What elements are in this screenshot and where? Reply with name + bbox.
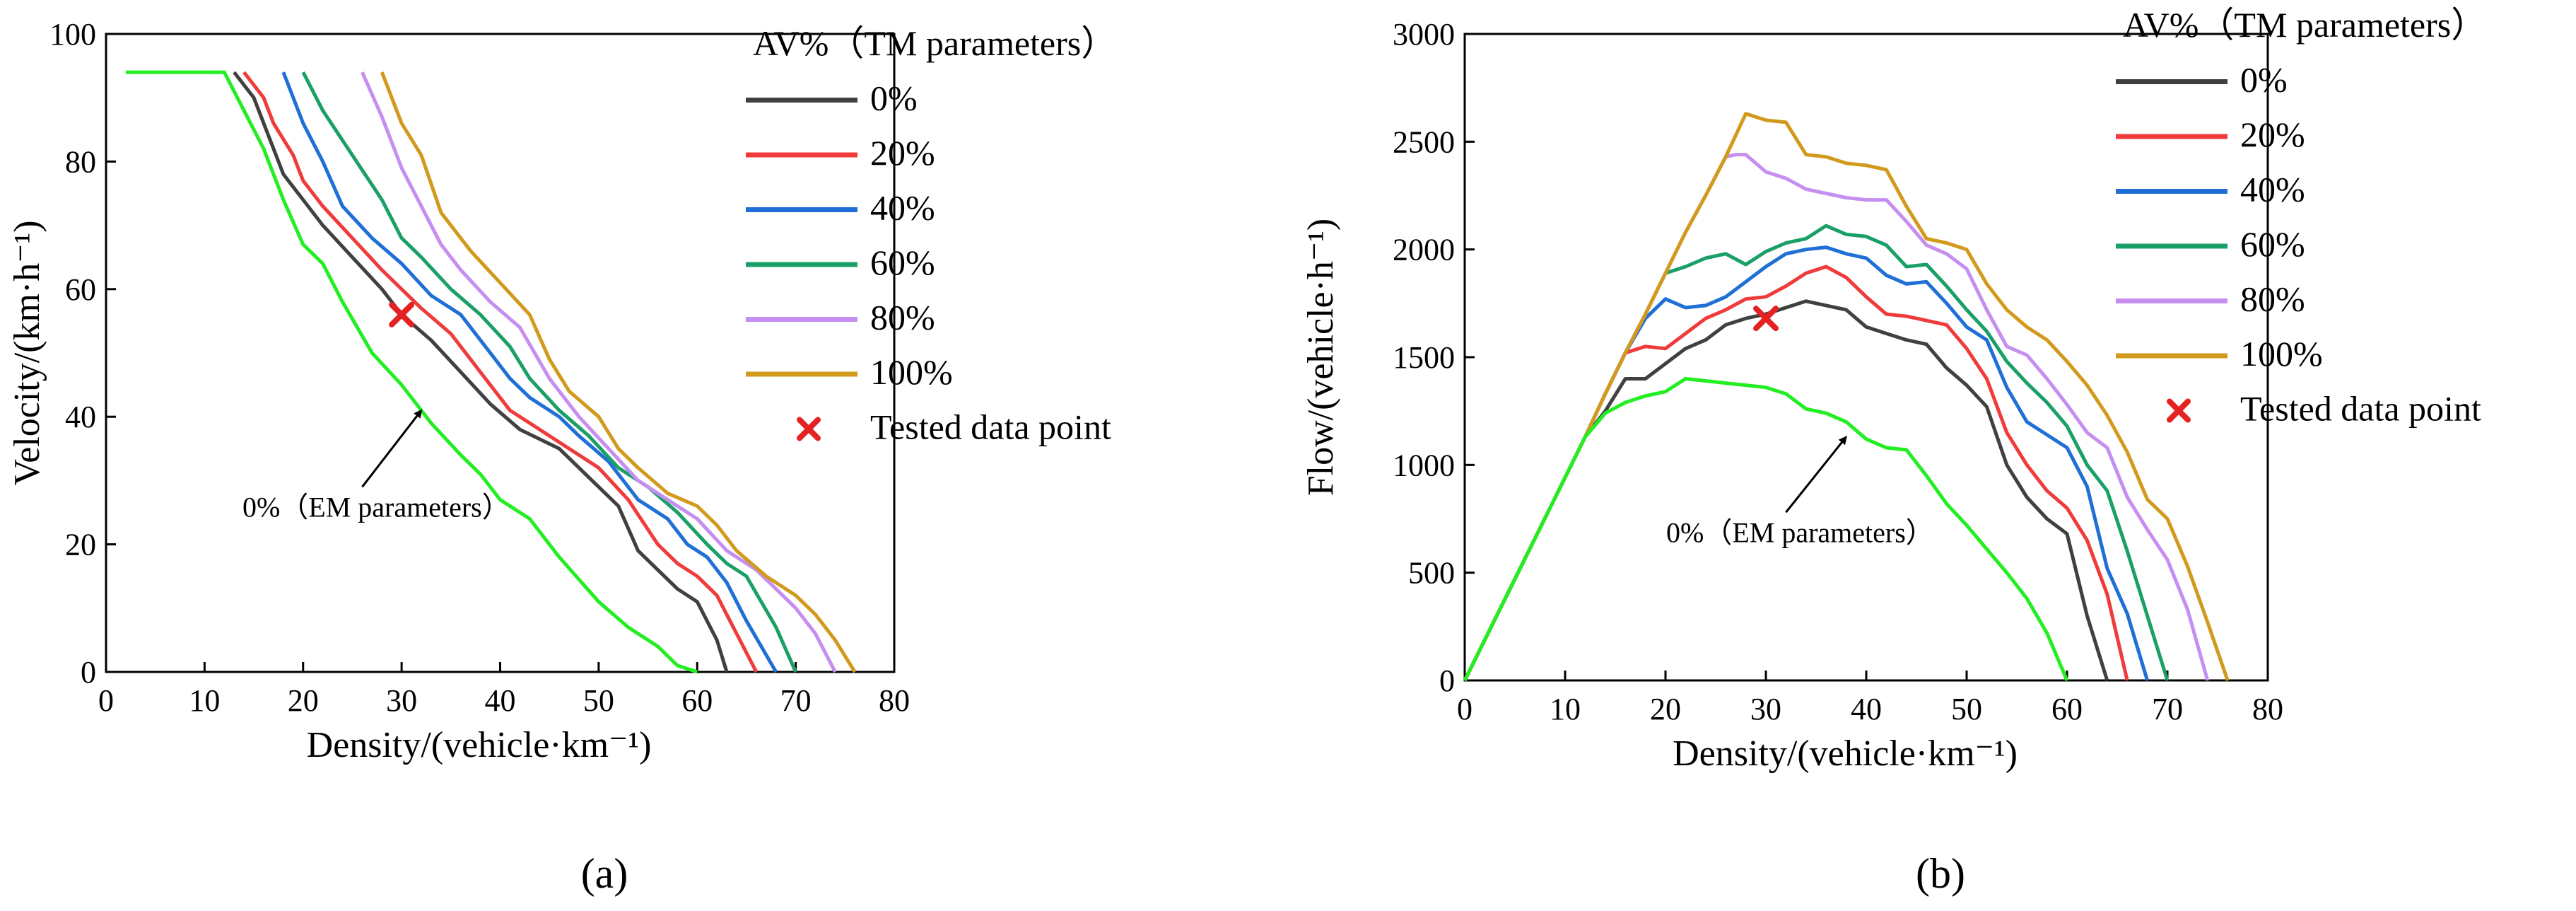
x-tick-label: 0 <box>98 683 114 718</box>
y-axis-label: Velocity/(km·h⁻¹) <box>7 220 47 485</box>
annotation-arrow <box>1785 436 1847 513</box>
legend-entry: 40% <box>2240 170 2305 209</box>
legend-entry: 20% <box>870 133 935 173</box>
annotation-text: 0%（EM parameters） <box>242 491 510 523</box>
annotation-text: 0%（EM parameters） <box>1666 516 1934 548</box>
series-line <box>281 71 778 673</box>
y-tick-label: 2500 <box>1393 124 1455 159</box>
legend-entry: 80% <box>870 298 935 337</box>
y-tick-label: 0 <box>1439 663 1455 698</box>
chart-panel-b: 0 10 20 30 40 50 60 70 80 0 500 1000 1500 2000 2500 300… <box>1301 5 2486 774</box>
legend-entry: 40% <box>870 188 935 228</box>
y-tick-label: 40 <box>65 400 96 434</box>
legend-title: AV%（TM parameters） <box>2123 5 2486 45</box>
y-tick-label: 80 <box>65 144 96 179</box>
legend-marker <box>797 417 821 441</box>
y-tick-label: 2000 <box>1393 233 1455 267</box>
series-line <box>233 71 729 673</box>
x-tick-label: 80 <box>879 683 910 718</box>
series-line <box>380 71 857 673</box>
x-tick-label: 0 <box>1457 692 1473 726</box>
x-tick-label: 50 <box>583 683 614 718</box>
x-tick-label: 20 <box>288 683 319 718</box>
y-tick-label: 100 <box>49 17 96 52</box>
x-tick-label: 10 <box>1550 692 1581 726</box>
panel-label-b: (b) <box>1916 850 1965 897</box>
panel-label-a: (a) <box>581 850 628 897</box>
x-tick-label: 80 <box>2252 692 2283 726</box>
x-tick-label: 40 <box>485 683 516 718</box>
series-line <box>1463 265 2129 682</box>
legend-entry: Tested data point <box>870 407 1111 447</box>
x-tick-label: 70 <box>2152 692 2183 726</box>
x-tick-label: 60 <box>681 683 713 718</box>
y-tick-label: 0 <box>81 655 96 690</box>
y-tick-label: 20 <box>65 528 96 562</box>
chart-panel-a: 0 10 20 30 40 50 60 70 80 0 20 40 60 80 100 Density/(ve… <box>7 17 1116 765</box>
series-line <box>125 70 698 674</box>
x-tick-label: 20 <box>1650 692 1681 726</box>
legend-entry: Tested data point <box>2240 389 2481 429</box>
x-tick-label: 60 <box>2051 692 2083 726</box>
legend-entry: 60% <box>2240 224 2305 264</box>
y-tick-label: 500 <box>1408 556 1455 591</box>
legend-entry: 100% <box>2240 334 2323 373</box>
legend-title: AV%（TM parameters） <box>753 23 1116 63</box>
x-axis-label: Density/(vehicle·km⁻¹) <box>1673 733 2018 774</box>
y-tick-label: 60 <box>65 272 96 307</box>
legend-marker <box>2167 398 2191 423</box>
plot-frame <box>105 33 896 673</box>
series-line <box>1463 245 2149 682</box>
y-tick-label: 1000 <box>1393 448 1455 482</box>
series-line <box>1463 377 2069 682</box>
x-tick-label: 30 <box>386 683 417 718</box>
x-tick-label: 30 <box>1750 692 1781 726</box>
x-tick-label: 70 <box>780 683 812 718</box>
x-axis-label: Density/(vehicle·km⁻¹) <box>307 725 652 765</box>
y-axis-label: Flow/(vehicle·h⁻¹) <box>1301 219 1341 497</box>
series-line <box>242 71 759 673</box>
legend-entry: 100% <box>870 352 953 392</box>
series-line <box>301 71 797 673</box>
annotation-arrow <box>361 409 423 488</box>
x-tick-label: 40 <box>1851 692 1882 726</box>
series-line <box>1463 299 2109 682</box>
legend-entry: 0% <box>870 79 918 118</box>
y-tick-label: 3000 <box>1393 17 1455 52</box>
legend-entry: 80% <box>2240 279 2305 319</box>
tested-data-point <box>389 301 415 327</box>
series-line <box>1463 224 2170 682</box>
series-line <box>361 71 837 673</box>
y-tick-label: 1500 <box>1393 340 1455 375</box>
series-line <box>1463 112 2230 682</box>
legend-entry: 60% <box>870 243 935 282</box>
tested-data-point <box>1753 306 1779 332</box>
legend-entry: 0% <box>2240 60 2288 100</box>
legend-entry: 20% <box>2240 115 2305 154</box>
x-tick-label: 50 <box>1951 692 1982 726</box>
x-tick-label: 10 <box>189 683 220 718</box>
